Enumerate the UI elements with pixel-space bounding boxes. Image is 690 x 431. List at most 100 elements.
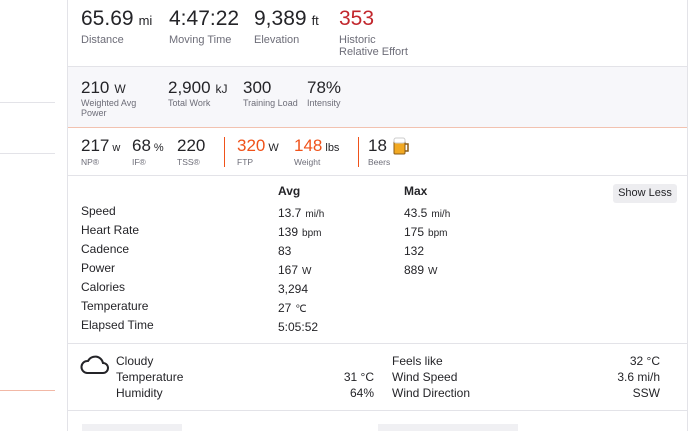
extra-value-group: 220 <box>177 136 205 156</box>
weather-label: Humidity <box>116 386 163 400</box>
unit: W <box>268 142 279 154</box>
weather-value: 64% <box>349 386 374 400</box>
value: 210 <box>81 78 110 97</box>
row-label: Cadence <box>81 242 130 256</box>
extra-value-group: 18 <box>368 136 387 156</box>
value: 167 <box>278 263 299 277</box>
divider <box>68 127 687 128</box>
divider <box>0 390 55 391</box>
power-label: Power <box>81 108 107 118</box>
power-value-group: 2,900 kJ <box>168 78 228 98</box>
unit: mi/h <box>431 209 451 220</box>
value: 43.5 <box>404 206 428 220</box>
cloud-icon <box>80 355 109 374</box>
row-label: Temperature <box>81 299 149 313</box>
value: 9,389 <box>254 7 307 30</box>
value: 139 <box>278 225 299 239</box>
avg-group: 139 bpm <box>278 223 321 241</box>
value: 132 <box>404 244 425 258</box>
divider <box>0 153 55 154</box>
max-group: 175 bpm <box>404 223 447 241</box>
extra-label: Weight <box>294 157 321 167</box>
row-label: Calories <box>81 280 126 294</box>
value: 175 <box>404 225 425 239</box>
unit: bpm <box>302 228 322 239</box>
power-value-group: 78% <box>307 78 341 98</box>
weather-value: 31 °C <box>343 370 374 384</box>
extra-label: FTP <box>237 157 254 167</box>
show-less-button[interactable]: Show Less <box>613 184 677 203</box>
value: 300 <box>243 78 272 97</box>
power-value-group: 300 <box>243 78 271 98</box>
avg-group: 3,294 <box>278 280 308 298</box>
divider <box>68 343 687 344</box>
avg-group: 5:05:52 <box>278 318 318 336</box>
power-label: Training Load <box>243 98 298 108</box>
extra-label: IF® <box>132 157 146 167</box>
weather-label: Wind Direction <box>392 386 471 400</box>
summary-label: Distance <box>81 34 124 46</box>
avg-group: 167 W <box>278 261 311 279</box>
max-group: 132 <box>404 242 424 260</box>
power-label: Total Work <box>168 98 211 108</box>
value: 13.7 <box>278 206 302 220</box>
unit: ft <box>311 13 319 28</box>
unit: lbs <box>325 142 340 154</box>
unit: W <box>114 82 126 96</box>
summary-label: Historic <box>339 34 376 46</box>
value: 78% <box>307 78 342 97</box>
value: 4:47:22 <box>169 7 240 30</box>
summary-value-group: 4:47:22 <box>169 7 239 31</box>
summary-value-group: 353 <box>339 7 374 31</box>
unit: w <box>112 142 121 154</box>
power-label: Intensity <box>307 98 341 108</box>
power-value-group: 210 W <box>81 78 126 98</box>
value: 220 <box>177 136 206 155</box>
value: 217 <box>81 136 110 155</box>
avg-group: 13.7 mi/h <box>278 204 324 222</box>
beer-icon <box>393 137 409 155</box>
unit: mi/h <box>305 209 325 220</box>
value: 2,900 <box>168 78 211 97</box>
value: 5:05:52 <box>278 320 319 334</box>
extra-label: TSS® <box>177 157 200 167</box>
summary-label: Relative Effort <box>339 46 408 58</box>
power-section <box>68 66 687 128</box>
weather-label: Temperature <box>116 370 184 384</box>
value: 18 <box>368 136 387 155</box>
weather-value: 3.6 mi/h <box>617 370 660 384</box>
extra-value-group: 320 W <box>237 136 279 156</box>
row-label: Power <box>81 261 116 275</box>
value: 83 <box>278 244 292 258</box>
value: 65.69 <box>81 7 134 30</box>
divider <box>224 137 225 167</box>
value: 68 <box>132 136 151 155</box>
placeholder <box>82 424 182 431</box>
weather-condition: Cloudy <box>116 354 154 368</box>
unit: kJ <box>215 82 228 96</box>
avg-group: 27 ℃ <box>278 299 307 317</box>
extra-value-group: 68% <box>132 136 164 156</box>
row-label: Heart Rate <box>81 223 140 237</box>
extra-label: Beers <box>368 157 391 167</box>
unit: W <box>302 266 312 277</box>
weather-value: SSW <box>632 386 660 400</box>
value: 148 <box>294 136 323 155</box>
unit: % <box>153 142 164 154</box>
summary-value-group: 9,389 ft <box>254 7 319 31</box>
value: 27 <box>278 301 292 315</box>
max-group: 889 W <box>404 261 437 279</box>
extra-value-group: 148 lbs <box>294 136 339 156</box>
summary-label: Elevation <box>254 34 300 46</box>
divider <box>0 102 55 103</box>
summary-value-group: 65.69 mi <box>81 7 152 31</box>
power-label: Weighted Avg <box>81 98 137 108</box>
divider <box>68 410 687 411</box>
column-header: Avg <box>278 184 301 198</box>
extra-label: NP® <box>81 157 100 167</box>
unit: mi <box>138 13 153 28</box>
weather-label: Wind Speed <box>392 370 458 384</box>
divider <box>68 175 687 176</box>
value: 889 <box>404 263 425 277</box>
